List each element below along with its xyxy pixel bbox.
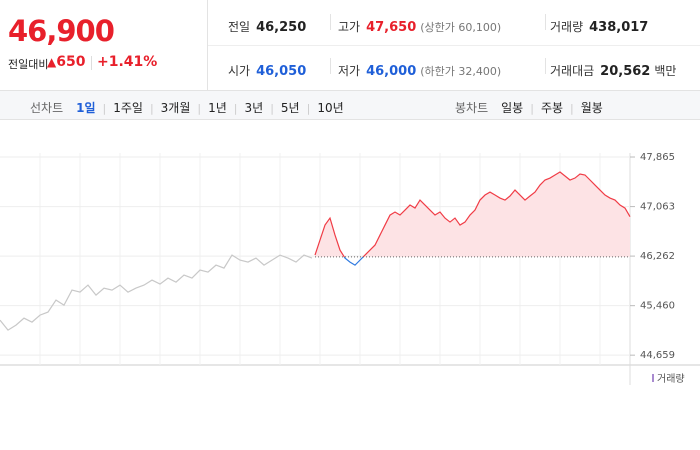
tab-separator: | [233, 102, 238, 115]
tab[interactable]: 주봉 [540, 101, 564, 115]
separator [91, 56, 92, 70]
tab-separator: | [270, 102, 274, 115]
current-price: 46,900 [8, 14, 115, 48]
y-tick-label: 47,063 [640, 202, 675, 213]
change-value: 650 [56, 54, 86, 70]
divider [330, 14, 331, 30]
change-pct: +1.41% [97, 54, 158, 70]
stat: 저가 46,000 (하한가 32,400) [338, 60, 501, 79]
tab-group-label: 봉차트 [455, 101, 489, 115]
stat: 거래대금 20,562 백만 [550, 60, 676, 79]
tab-separator: | [530, 102, 534, 115]
tab[interactable]: 5년 [280, 101, 300, 115]
tab-separator: | [149, 102, 154, 115]
stat: 고가 47,650 (상한가 60,100) [338, 16, 501, 35]
stat-note: (상한가 60,100) [420, 21, 502, 34]
stat-value: 47,650 [366, 20, 417, 35]
stat-note: (하한가 32,400) [420, 65, 502, 78]
price-line [314, 171, 631, 266]
stat-label: 전일 [228, 20, 251, 34]
area-fill [315, 172, 630, 257]
stat-value: 46,250 [256, 20, 307, 35]
price-line [0, 254, 313, 331]
stat-unit: 백만 [654, 64, 677, 78]
stat-value: 46,000 [366, 64, 417, 79]
candle-tabs: 봉차트 일봉 | 주봉 | 월봉 [455, 97, 610, 116]
divider [545, 58, 546, 74]
stat-label: 거래대금 [550, 64, 595, 78]
stat-value: 438,017 [589, 20, 649, 35]
tab-separator: | [197, 102, 202, 115]
stat-label: 저가 [338, 64, 361, 78]
price-box: 46,900 전일대비 ▲650 +1.41% [0, 0, 207, 90]
tab-separator: | [570, 102, 574, 115]
tab[interactable]: 3개월 [160, 101, 191, 115]
stat-label: 시가 [228, 64, 251, 78]
tab[interactable]: 3년 [244, 101, 264, 115]
tab[interactable]: 10년 [317, 101, 344, 115]
divider [208, 45, 700, 46]
legend-swatch [652, 374, 654, 382]
line-tabs: 선차트 1일 | 1주일 | 3개월 | 1년 | 3년 | 5년 | 10년 [30, 97, 351, 116]
y-tick-label: 45,460 [640, 301, 675, 312]
stat: 전일 46,250 [228, 16, 306, 35]
tab-separator: | [102, 102, 107, 115]
stat-value: 46,050 [256, 64, 307, 79]
stat: 시가 46,050 [228, 60, 306, 79]
stat-label: 고가 [338, 20, 361, 34]
tab-group-label: 선차트 [30, 101, 64, 115]
divider [207, 0, 208, 90]
tab[interactable]: 1일 [76, 101, 96, 115]
tab[interactable]: 1주일 [113, 101, 143, 115]
tab-separator: | [306, 102, 311, 115]
change: ▲650 [47, 54, 86, 70]
change-label: 전일대비 [8, 58, 49, 71]
tab[interactable]: 일봉 [501, 101, 524, 115]
y-tick-label: 44,659 [640, 350, 675, 361]
y-tick-label: 47,865 [640, 152, 675, 163]
stat-value: 20,562 [600, 64, 651, 79]
stat: 거래량 438,017 [550, 16, 648, 35]
divider [545, 14, 546, 30]
stat-label: 거래량 [550, 20, 584, 34]
tab[interactable]: 1년 [208, 101, 227, 115]
legend-label: 거래량 [657, 373, 685, 385]
tab-bar: 선차트 1일 | 1주일 | 3개월 | 1년 | 3년 | 5년 | 10년 봉차트 일봉 | 주봉 | 월봉 [0, 90, 700, 120]
divider [330, 58, 331, 74]
y-tick-label: 46,262 [640, 251, 675, 262]
tab[interactable]: 월봉 [580, 101, 603, 115]
